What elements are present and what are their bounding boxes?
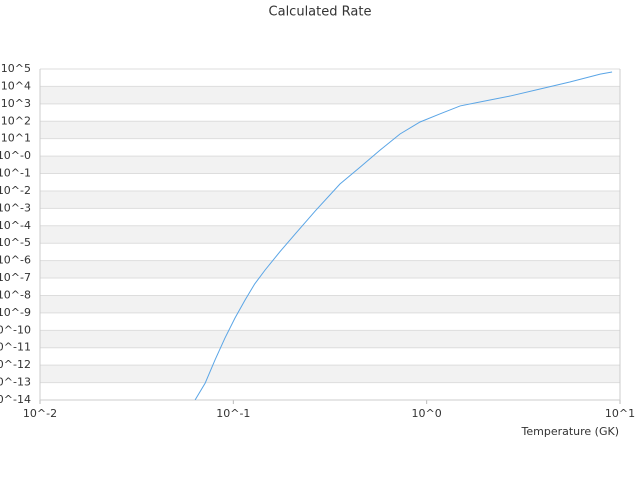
y-tick-label: 10^2 <box>1 114 31 127</box>
y-tick-label: 10^-2 <box>0 184 31 197</box>
y-tick-label: 10^-13 <box>0 376 31 389</box>
y-tick-label: 10^-7 <box>0 271 31 284</box>
y-tick-label: 10^-0 <box>0 149 31 162</box>
y-tick-label: 10^-1 <box>0 167 31 180</box>
grid-band <box>40 156 620 174</box>
x-tick-label: 10^-1 <box>216 407 250 420</box>
grid-band <box>40 225 620 244</box>
y-tick-label: 10^-5 <box>0 236 31 249</box>
grid-band <box>40 260 620 279</box>
bands <box>40 86 620 383</box>
y-tick-label: 10^-11 <box>0 341 31 354</box>
y-tick-label: 10^-8 <box>0 288 31 301</box>
y-tick-label: 10^5 <box>1 62 31 75</box>
y-tick-label: 10^1 <box>1 132 31 145</box>
y-tick-label: 10^-3 <box>0 201 31 214</box>
grid-band <box>40 330 620 348</box>
y-tick-label: 10^-10 <box>0 323 31 336</box>
y-tick-label: 10^-6 <box>0 254 31 267</box>
grid-band <box>40 86 620 104</box>
y-tick-label: 10^3 <box>1 97 31 110</box>
y-tick-label: 10^-4 <box>0 219 31 232</box>
y-tick-label: 10^-12 <box>0 358 31 371</box>
x-tick-label: 10^0 <box>412 407 442 420</box>
grid-band <box>40 121 620 139</box>
y-tick-label: 10^4 <box>1 79 31 92</box>
grid-band <box>40 295 620 313</box>
x-tick-label: 10^-2 <box>23 407 57 420</box>
y-tick-label: 10^-14 <box>0 393 31 406</box>
chart-title: Calculated Rate <box>269 5 372 20</box>
grid-band <box>40 365 620 383</box>
x-axis-label: Temperature (GK) <box>521 425 620 438</box>
x-tick-label: 10^1 <box>605 407 635 420</box>
data-line <box>194 71 613 400</box>
grid-band <box>40 190 620 209</box>
y-tick-label: 10^-9 <box>0 306 31 319</box>
